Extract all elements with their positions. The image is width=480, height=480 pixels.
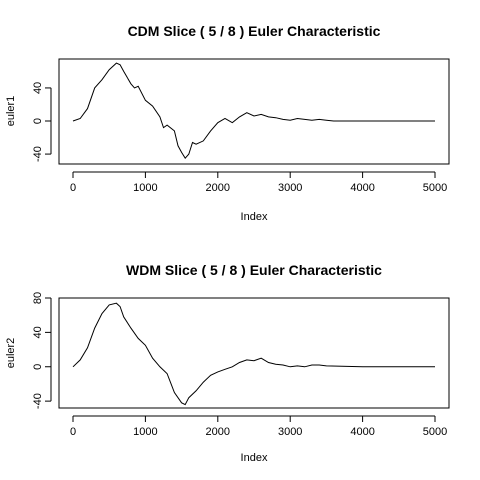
- y-tick-label-1: 0: [32, 118, 44, 124]
- y-tick-label-2: 80: [32, 292, 44, 304]
- plot-frame-2: [58, 297, 450, 409]
- chart-title-2: WDM Slice ( 5 / 8 ) Euler Characteristic: [126, 262, 382, 278]
- x-tick-label-1: 3000: [278, 182, 302, 194]
- chart-panel-2: WDM Slice ( 5 / 8 ) Euler Characteristic…: [5, 262, 450, 464]
- x-axis-2: 0 1000 2000 3000 4000 5000: [70, 415, 447, 438]
- x-tick-label-1: 4000: [350, 182, 374, 194]
- series-line-1-1: [72, 62, 435, 160]
- plot-area-1: [72, 62, 435, 160]
- x-tick-label-2: 3000: [278, 426, 302, 438]
- x-tick-label-1: 1000: [133, 182, 157, 194]
- plot-area-2: [72, 302, 435, 406]
- plot-frame-1: [58, 58, 450, 165]
- y-tick-label-2: 40: [32, 326, 44, 338]
- y-tick-label-2: 0: [32, 364, 44, 370]
- series-line-2-1: [72, 302, 435, 406]
- x-tick-label-2: 1000: [133, 426, 157, 438]
- y-tick-label-1: 40: [32, 82, 44, 94]
- chart-panel-1: CDM Slice ( 5 / 8 ) Euler Characteristic…: [5, 23, 450, 223]
- y-axis-label-1: euler1: [5, 96, 17, 127]
- y-axis-1: -40 0 40: [32, 82, 52, 162]
- x-tick-label-1: 2000: [206, 182, 230, 194]
- x-tick-label-1: 5000: [423, 182, 447, 194]
- x-axis-label-2: Index: [241, 452, 268, 464]
- x-axis-1: 0 1000 2000 3000 4000 5000: [70, 171, 447, 194]
- x-tick-label-1: 0: [70, 182, 76, 194]
- x-tick-label-2: 4000: [350, 426, 374, 438]
- y-tick-label-2: -40: [32, 393, 44, 409]
- x-axis-label-1: Index: [241, 211, 268, 223]
- x-tick-label-2: 5000: [423, 426, 447, 438]
- chart-title-1: CDM Slice ( 5 / 8 ) Euler Characteristic: [128, 23, 381, 39]
- x-tick-label-2: 2000: [206, 426, 230, 438]
- y-axis-label-2: euler2: [5, 338, 17, 369]
- x-tick-label-2: 0: [70, 426, 76, 438]
- y-axis-2: -40 0 40 80: [32, 292, 52, 409]
- y-tick-label-1: -40: [32, 146, 44, 162]
